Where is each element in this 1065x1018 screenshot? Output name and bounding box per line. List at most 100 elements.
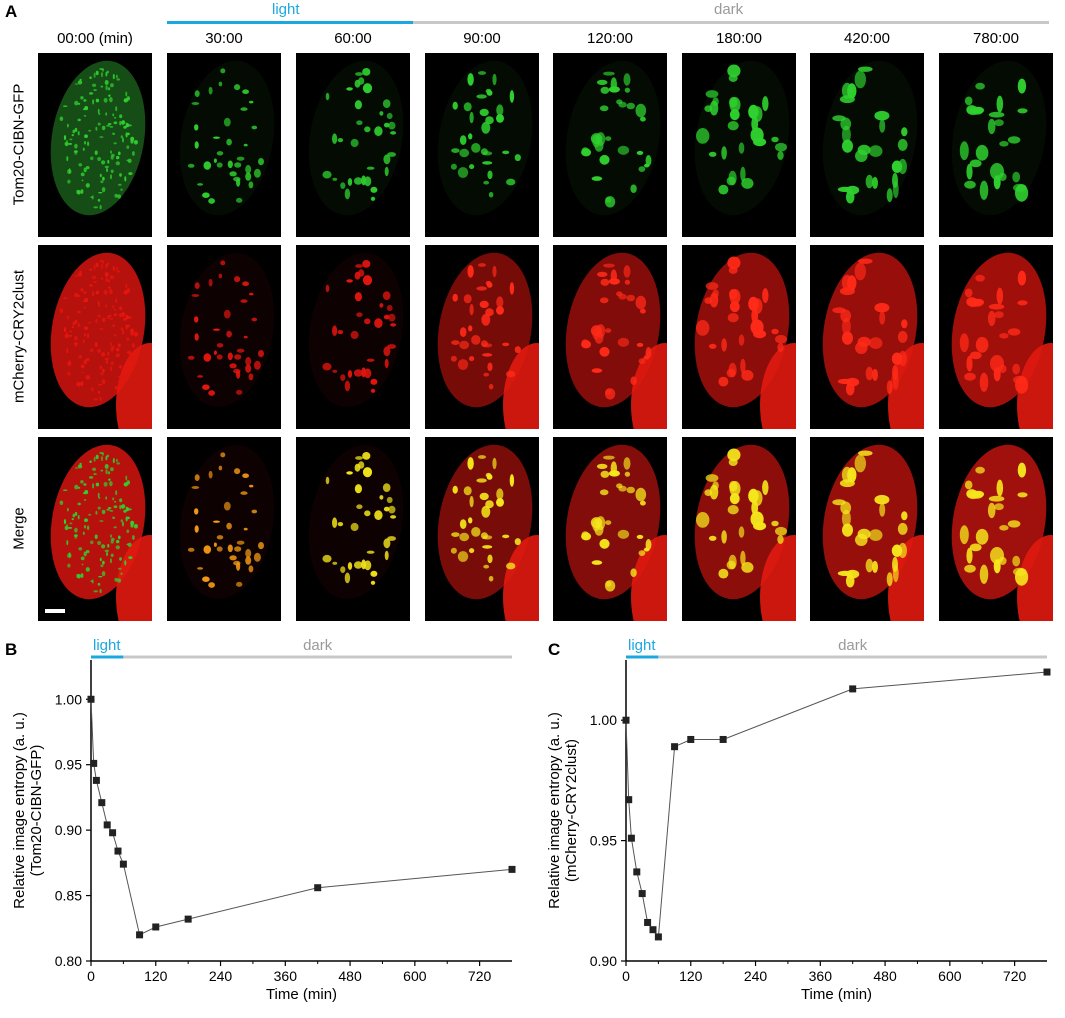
punctum	[959, 525, 969, 545]
punctum	[77, 486, 81, 489]
punctum	[258, 542, 264, 550]
punctum	[959, 141, 969, 161]
punctum	[99, 173, 102, 178]
punctum	[1007, 136, 1021, 144]
time-label: 780:00	[973, 30, 1019, 47]
x-tick-label: 600	[403, 968, 427, 984]
punctum	[355, 456, 363, 460]
punctum	[236, 581, 243, 587]
punctum	[728, 458, 738, 466]
punctum	[1015, 568, 1029, 586]
punctum	[837, 186, 853, 192]
punctum	[383, 538, 391, 549]
punctum	[1007, 520, 1021, 528]
punctum	[452, 293, 458, 302]
punctum	[80, 172, 85, 177]
punctum	[337, 138, 344, 143]
punctum	[616, 291, 623, 297]
punctum	[101, 260, 104, 264]
punctum	[901, 319, 908, 329]
punctum	[382, 99, 391, 108]
punctum	[645, 539, 652, 551]
punctum	[630, 184, 637, 193]
punctum	[98, 113, 101, 115]
punctum	[468, 325, 473, 332]
micrograph-tile	[167, 53, 281, 237]
punctum	[898, 158, 907, 175]
punctum	[993, 367, 1001, 382]
punctum	[837, 570, 853, 576]
punctum	[93, 89, 97, 91]
y-tick-label: 0.95	[590, 833, 617, 849]
punctum	[485, 500, 494, 509]
punctum	[718, 376, 729, 387]
punctum	[988, 111, 1005, 118]
micrograph-tile	[810, 53, 924, 237]
punctum	[469, 164, 475, 170]
punctum	[90, 540, 94, 545]
punctum	[90, 580, 93, 582]
punctum	[872, 560, 878, 573]
punctum	[84, 298, 89, 303]
punctum	[107, 315, 112, 317]
micrograph-image	[822, 444, 924, 621]
punctum	[332, 177, 338, 181]
punctum	[480, 532, 488, 540]
punctum	[599, 489, 609, 496]
punctum	[101, 264, 103, 270]
punctum	[94, 342, 98, 347]
punctum	[110, 366, 112, 372]
punctum	[83, 483, 87, 486]
punctum	[249, 100, 254, 104]
punctum	[95, 290, 100, 295]
punctum	[234, 468, 241, 475]
punctum	[581, 147, 589, 155]
punctum	[721, 338, 727, 352]
punctum	[253, 360, 261, 370]
punctum	[347, 562, 353, 570]
punctum	[120, 380, 123, 383]
punctum	[708, 151, 717, 157]
punctum	[91, 195, 94, 200]
micrograph-image	[694, 444, 796, 621]
punctum	[119, 498, 123, 503]
punctum	[854, 262, 866, 281]
punctum	[71, 518, 74, 521]
punctum	[332, 133, 338, 144]
punctum	[506, 562, 516, 570]
punctum	[457, 551, 469, 562]
punctum	[362, 467, 373, 478]
punctum	[469, 548, 475, 554]
punctum	[128, 508, 132, 511]
punctum	[92, 483, 94, 489]
punctum	[80, 556, 85, 561]
data-point	[114, 847, 122, 855]
punctum	[203, 545, 212, 554]
punctum	[775, 142, 787, 152]
punctum	[636, 534, 644, 539]
punctum	[478, 455, 486, 459]
punctum	[350, 330, 359, 340]
punctum	[116, 78, 120, 81]
punctum	[740, 358, 746, 374]
punctum	[67, 315, 69, 320]
punctum	[98, 384, 103, 386]
punctum	[74, 534, 78, 537]
micrograph-image	[694, 60, 790, 216]
punctum	[750, 127, 764, 143]
punctum	[106, 551, 108, 557]
punctum	[197, 183, 204, 186]
punctum	[471, 527, 481, 537]
punctum	[636, 150, 644, 155]
punctum	[738, 526, 745, 538]
punctum	[74, 467, 79, 469]
punctum	[362, 83, 373, 94]
punctum	[99, 520, 104, 522]
time-label: 180:00	[716, 30, 762, 47]
punctum	[83, 307, 87, 309]
punctum	[67, 123, 69, 128]
punctum	[325, 284, 330, 293]
punctum	[468, 133, 473, 140]
punctum	[487, 170, 493, 180]
punctum	[108, 286, 111, 289]
